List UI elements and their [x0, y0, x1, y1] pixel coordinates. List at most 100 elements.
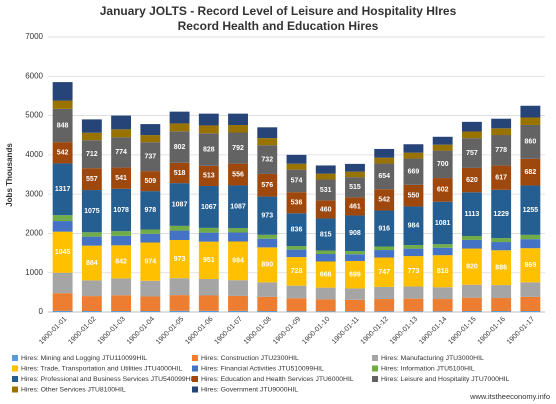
- bar-segment: [169, 162, 190, 184]
- bar-segment: [403, 248, 424, 257]
- data-label: 774: [115, 149, 127, 156]
- legend-label: Hires: Manufacturing JTU3000HIL: [381, 355, 484, 362]
- data-label: 531: [320, 187, 332, 194]
- bar-segment: [169, 225, 190, 231]
- bar-segment: [403, 298, 424, 312]
- legend-swatch: [372, 355, 378, 361]
- bar-segment: [198, 310, 219, 312]
- y-tick-label: 1000: [25, 268, 43, 277]
- bar-segment: [374, 163, 395, 190]
- data-label: 978: [144, 207, 156, 214]
- data-label: 916: [378, 225, 390, 232]
- data-label: 973: [261, 213, 273, 220]
- bar-segment: [52, 310, 73, 312]
- bar-segment: [374, 311, 395, 312]
- bar-segment: [111, 129, 132, 138]
- data-label: 515: [349, 184, 361, 191]
- bar-segment: [111, 231, 132, 236]
- data-label: 828: [203, 146, 215, 153]
- data-label: 737: [144, 153, 156, 160]
- bar-segment: [461, 235, 482, 240]
- legend-label: Hires: Government JTU9000HIL: [201, 386, 298, 393]
- data-label: 536: [291, 200, 303, 207]
- x-tick-label: 1900-01-12: [360, 316, 390, 346]
- bar-segment: [345, 260, 365, 289]
- bar-segment: [81, 190, 102, 233]
- bar-segment: [198, 185, 219, 228]
- bar-segment: [111, 167, 132, 189]
- legend-label: Hires: Professional and Business Service…: [21, 376, 197, 383]
- bar-segment: [491, 250, 512, 286]
- data-label: 1081: [435, 220, 451, 227]
- bar-segment: [403, 245, 424, 249]
- bar-segment: [520, 158, 541, 186]
- bar-segment: [286, 169, 307, 193]
- bar-segment: [315, 250, 336, 255]
- bar-segment: [374, 148, 395, 158]
- bar-segment: [81, 168, 102, 191]
- legend-label: Hires: Mining and Logging JTU110099HIL: [21, 355, 147, 362]
- legend-label: Hires: Leisure and Hospitality JTU7000HI…: [381, 376, 510, 383]
- data-label: 557: [86, 176, 98, 183]
- data-label: 1317: [55, 186, 71, 193]
- bar-segment: [111, 137, 132, 168]
- legend-swatch: [12, 355, 18, 361]
- bar-segment: [228, 295, 248, 311]
- bar-segment: [345, 254, 365, 261]
- data-label: 1087: [172, 201, 188, 208]
- x-tick-label: 1900-01-06: [184, 316, 214, 346]
- data-label: 757: [466, 150, 478, 157]
- bar-segment: [140, 311, 161, 312]
- bar-segment: [198, 125, 219, 134]
- bar-segment: [257, 127, 278, 139]
- bar-segment: [461, 248, 482, 285]
- data-label: 848: [57, 122, 69, 129]
- y-tick-label: 3000: [25, 189, 43, 198]
- data-label: 890: [261, 262, 273, 269]
- bar-segment: [140, 242, 161, 281]
- bar-segment: [520, 239, 541, 249]
- data-label: 984: [232, 258, 244, 265]
- data-label: 1045: [55, 249, 71, 256]
- bar-segment: [374, 210, 395, 247]
- y-tick-label: 6000: [25, 71, 43, 80]
- bar-segment: [52, 293, 73, 311]
- bar-segment: [432, 287, 453, 300]
- data-label: 513: [203, 173, 215, 180]
- bar-segment: [111, 235, 132, 246]
- bar-segment: [286, 154, 307, 164]
- bar-segment: [491, 311, 512, 312]
- bar-segment: [374, 299, 395, 312]
- bar-segment: [374, 257, 395, 287]
- bar-segment: [140, 229, 161, 234]
- bar-segment: [315, 200, 336, 219]
- bar-segment: [403, 311, 424, 312]
- bar-segment: [345, 215, 365, 252]
- data-label: 669: [408, 169, 420, 176]
- bar-segment: [432, 150, 453, 179]
- bar-segment: [140, 296, 161, 312]
- bar-segment: [315, 261, 336, 288]
- bar-segment: [374, 157, 395, 164]
- bar-segment: [520, 124, 541, 159]
- data-label: 518: [174, 170, 186, 177]
- bar-segment: [228, 310, 248, 312]
- bar-segment: [111, 278, 132, 296]
- y-axis-label: Jobs Thousands: [5, 143, 14, 207]
- data-label: 541: [115, 175, 127, 182]
- bar-segment: [315, 218, 336, 251]
- bar-segment: [228, 228, 248, 233]
- legend-swatch: [12, 376, 18, 382]
- bar-segment: [286, 246, 307, 250]
- bar-segment: [345, 171, 365, 178]
- x-tick-label: 1900-01-03: [97, 316, 127, 346]
- data-label: 620: [466, 177, 478, 184]
- bar-segment: [111, 245, 132, 279]
- bar-segment: [257, 173, 278, 197]
- bar-segment: [257, 296, 278, 312]
- bar-segment: [461, 167, 482, 193]
- bar-segment: [520, 296, 541, 312]
- bar-segment: [520, 105, 541, 118]
- bar-segment: [52, 100, 73, 109]
